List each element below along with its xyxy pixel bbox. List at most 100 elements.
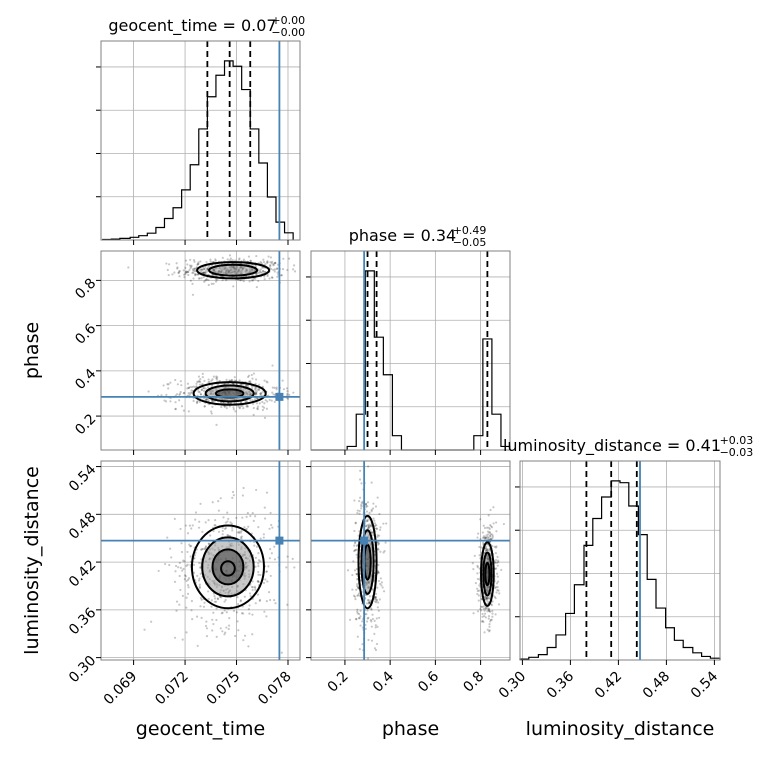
sample-point — [260, 261, 263, 265]
sample-point — [269, 256, 273, 259]
sample-point — [227, 517, 230, 521]
sample-point — [229, 401, 232, 405]
sample-point — [497, 603, 501, 606]
sample-point — [484, 537, 487, 541]
sample-point — [259, 392, 262, 395]
sample-point — [187, 270, 190, 273]
sample-point — [178, 392, 182, 395]
sample-point — [189, 555, 192, 558]
sample-point — [377, 571, 380, 574]
sample-point — [370, 625, 373, 628]
y-tick-label: 0.36 — [66, 605, 99, 638]
sample-point — [276, 275, 279, 278]
sample-point — [379, 582, 382, 586]
sample-point — [487, 596, 490, 599]
sample-point — [493, 586, 497, 590]
sample-point — [273, 599, 276, 602]
sample-point — [255, 393, 258, 396]
sample-point — [257, 526, 260, 529]
sample-point — [261, 266, 264, 269]
sample-point — [251, 399, 254, 402]
sample-point — [482, 605, 485, 608]
sample-point — [368, 601, 371, 605]
sample-point — [292, 268, 295, 271]
sample-point — [204, 545, 208, 548]
sample-point — [215, 375, 218, 378]
sample-point — [485, 597, 488, 600]
sample-point — [251, 279, 255, 282]
sample-point — [240, 535, 244, 538]
sample-point — [219, 595, 222, 599]
sample-point — [195, 382, 198, 385]
sample-point — [210, 599, 213, 602]
sample-point — [370, 608, 373, 611]
sample-point — [192, 399, 195, 403]
sample-point — [171, 273, 174, 276]
x-axis-label-geocent_time: geocent_time — [136, 718, 265, 740]
sample-point — [257, 271, 261, 274]
sample-point — [203, 405, 206, 408]
sample-point — [272, 264, 275, 267]
sample-point — [483, 536, 486, 539]
sample-point — [213, 524, 216, 527]
sample-point — [193, 557, 196, 560]
sample-point — [201, 375, 204, 379]
sample-point — [489, 533, 492, 536]
sample-point — [483, 526, 487, 530]
sample-point — [208, 542, 211, 546]
sample-point — [255, 285, 258, 289]
sample-point — [205, 397, 208, 400]
sample-point — [486, 533, 490, 536]
sample-point — [206, 268, 209, 271]
sample-point — [481, 536, 485, 539]
sample-point — [215, 607, 218, 610]
sample-point — [201, 530, 204, 533]
sample-point — [231, 490, 235, 494]
sample-point — [355, 617, 358, 621]
sample-point — [482, 620, 485, 624]
sample-point — [186, 578, 190, 581]
sample-point — [197, 526, 201, 529]
sample-point — [178, 270, 181, 273]
sample-point — [194, 511, 198, 514]
sample-point — [166, 268, 169, 272]
x-tick-label: 0.8 — [460, 669, 487, 696]
sample-point — [225, 407, 228, 410]
sample-point — [234, 259, 237, 262]
sample-point — [238, 407, 241, 410]
sample-point — [203, 379, 206, 383]
sample-point — [226, 258, 229, 261]
sample-point — [176, 266, 179, 269]
panel-title-plus: +0.00 — [271, 14, 305, 27]
sample-point — [373, 522, 377, 525]
sample-point — [212, 611, 215, 614]
sample-point — [291, 557, 294, 560]
sample-point — [491, 536, 494, 539]
sample-point — [246, 405, 249, 408]
sample-point — [346, 569, 350, 572]
sample-point — [204, 546, 207, 549]
sample-point — [247, 374, 251, 377]
sample-point — [265, 615, 268, 618]
sample-point — [179, 588, 182, 592]
sample-point — [207, 378, 210, 381]
sample-point — [478, 545, 481, 549]
density-core — [364, 544, 371, 580]
sample-point — [257, 570, 260, 574]
sample-point — [177, 566, 180, 569]
panel-title-minus: −0.03 — [720, 446, 754, 459]
sample-point — [216, 278, 219, 281]
sample-point — [239, 599, 243, 602]
sample-point — [209, 534, 212, 537]
sample-point — [242, 639, 245, 642]
sample-point — [488, 531, 491, 534]
sample-point — [208, 265, 211, 268]
sample-point — [376, 606, 379, 609]
sample-point — [237, 629, 240, 632]
sample-point — [493, 545, 496, 548]
sample-point — [206, 270, 209, 273]
sample-point — [238, 379, 241, 382]
sample-point — [356, 509, 359, 512]
sample-point — [207, 381, 210, 384]
sample-point — [258, 402, 261, 405]
